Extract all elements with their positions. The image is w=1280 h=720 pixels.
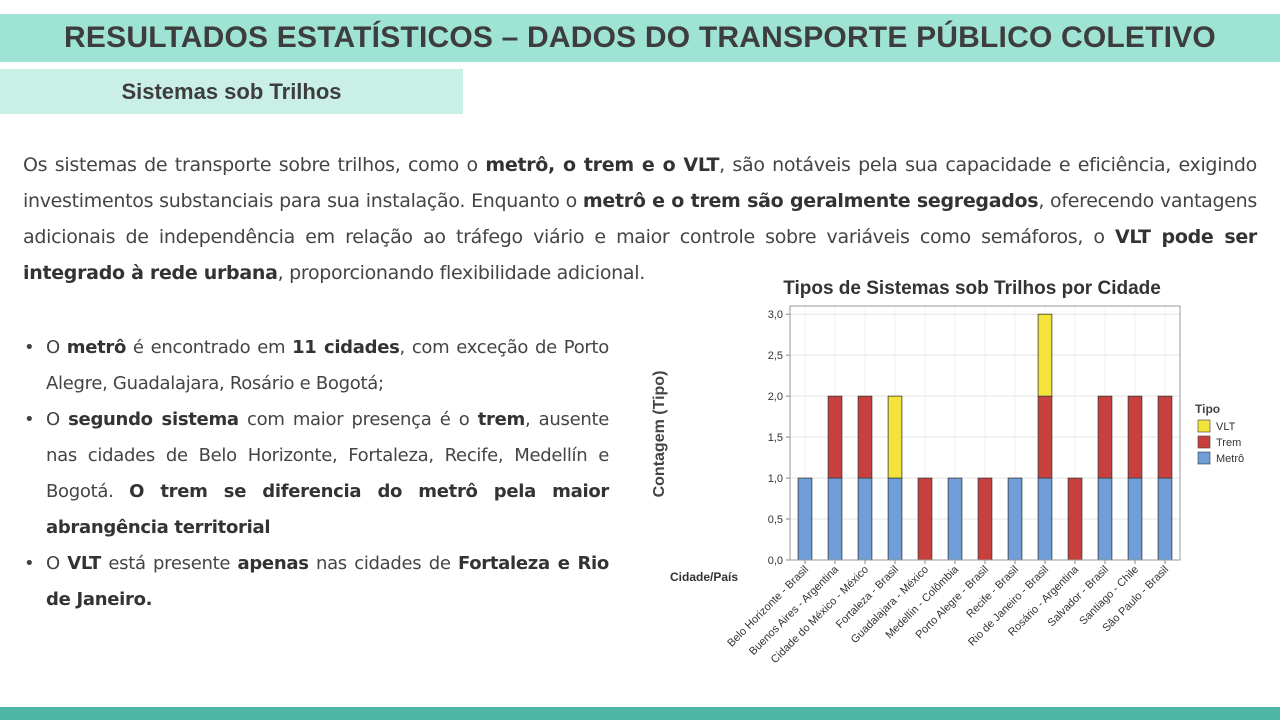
y-tick-label: 0,5 <box>768 514 783 526</box>
title-banner: RESULTADOS ESTATÍSTICOS – DADOS DO TRANS… <box>0 14 1280 62</box>
legend-label: VLT <box>1216 421 1236 433</box>
y-tick-label: 0,0 <box>768 555 783 567</box>
y-tick-label: 1,0 <box>768 473 783 485</box>
bar-segment-metro <box>1097 477 1113 561</box>
legend-swatch <box>1197 451 1211 465</box>
y-tick-label: 2,5 <box>768 350 783 362</box>
y-tick-label: 1,5 <box>768 432 783 444</box>
bar-segment-metro <box>797 477 813 561</box>
legend-title: Tipo <box>1195 402 1220 416</box>
bar-segment-trem <box>857 395 873 479</box>
plot-frame <box>789 305 1181 561</box>
chart-title: Tipos de Sistemas sob Trilhos por Cidade <box>783 278 1161 299</box>
intro-text-2: , são notáveis pela sua capacidade e efi… <box>23 154 1257 212</box>
x-axis-label: Cidade/País <box>670 570 738 584</box>
y-axis-label: Contagem (Tipo) <box>651 371 668 498</box>
bullet-trem: O segundo sistema com maior presença é o… <box>24 402 609 546</box>
bar-segment-trem <box>917 477 933 561</box>
bullet-bold: 11 cidades <box>292 337 400 358</box>
bar-segment-vlt <box>1037 313 1053 397</box>
stacked-bar-chart: Tipos de Sistemas sob Trilhos por Cidade… <box>651 278 1244 666</box>
legend-swatch <box>1197 435 1211 449</box>
bullet-metro: O metrô é encontrado em 11 cidades, com … <box>24 330 609 402</box>
bullet-text: , com exceção de Porto Alegre, Guadalaja… <box>46 337 609 394</box>
bullet-bold: VLT <box>67 553 102 574</box>
intro-bold-2: metrô e o trem são geralmente segregados <box>582 190 1039 212</box>
bar-segment-vlt <box>887 395 903 479</box>
bar-segment-trem <box>1157 395 1173 479</box>
bullet-text: O <box>46 409 69 430</box>
bullet-text: está presente <box>101 553 238 574</box>
page-title: RESULTADOS ESTATÍSTICOS – DADOS DO TRANS… <box>64 21 1216 54</box>
intro-paragraph: Os sistemas de transporte sobre trilhos,… <box>23 147 1257 291</box>
bullet-bold: trem <box>477 409 526 430</box>
bullet-text: O <box>46 337 67 358</box>
bullet-text: é encontrado em <box>126 337 293 358</box>
bullet-bold: O trem se diferencia do metrô pela maior… <box>46 481 609 538</box>
bullet-text: O <box>46 553 68 574</box>
y-tick-label: 2,0 <box>768 391 783 403</box>
bar-segment-trem <box>1037 395 1053 479</box>
section-title: Sistemas sob Trilhos <box>121 78 342 104</box>
bullet-vlt: O VLT está presente apenas nas cidades d… <box>24 546 609 618</box>
bars-group <box>797 313 1173 561</box>
bullet-bold: metrô <box>66 337 127 358</box>
intro-text-3: , oferecendo vantagens adicionais de ind… <box>23 190 1257 248</box>
bullet-bold: Fortaleza e Rio de Janeiro. <box>46 553 609 610</box>
intro-bold-3: VLT pode ser integrado à rede urbana <box>23 226 1257 284</box>
bullet-text: nas cidades de <box>308 553 458 574</box>
bar-segment-trem <box>1127 395 1143 479</box>
section-banner: Sistemas sob Trilhos <box>0 69 463 114</box>
bullet-text: com maior presença é o <box>238 409 478 430</box>
legend-label: Trem <box>1216 437 1241 449</box>
bullet-list: O metrô é encontrado em 11 cidades, com … <box>24 330 609 618</box>
bar-segment-metro <box>947 477 963 561</box>
bar-segment-trem <box>977 477 993 561</box>
bullet-bold: apenas <box>237 553 309 574</box>
bar-segment-metro <box>887 477 903 561</box>
bullet-bold: segundo sistema <box>68 409 239 430</box>
y-tick-label: 3,0 <box>768 309 783 321</box>
chart-container: Tipos de Sistemas sob Trilhos por Cidade… <box>640 270 1280 690</box>
legend-label: Metrô <box>1216 453 1244 465</box>
bar-segment-trem <box>1097 395 1113 479</box>
bar-segment-metro <box>1037 477 1053 561</box>
y-ticks: 0,0 0,5 1,0 1,5 2,0 2,5 3,0 <box>768 309 790 567</box>
bar-segment-metro <box>1007 477 1023 561</box>
intro-text-1: Os sistemas de transporte sobre trilhos,… <box>23 154 486 176</box>
bar-segment-trem <box>827 395 843 479</box>
bar-segment-metro <box>1157 477 1173 561</box>
bullet-text: , ausente nas cidades de Belo Horizonte,… <box>46 409 609 502</box>
footer-bar <box>0 707 1280 720</box>
bar-segment-metro <box>857 477 873 561</box>
bar-segment-metro <box>827 477 843 561</box>
intro-text-4: , proporcionando flexibilidade adicional… <box>277 262 646 284</box>
bar-segment-trem <box>1067 477 1083 561</box>
chart-legend: Tipo VLT Trem Metrô <box>1195 402 1244 465</box>
legend-swatch <box>1197 419 1211 433</box>
intro-bold-1: metrô, o trem e o VLT <box>485 154 720 176</box>
bar-segment-metro <box>1127 477 1143 561</box>
